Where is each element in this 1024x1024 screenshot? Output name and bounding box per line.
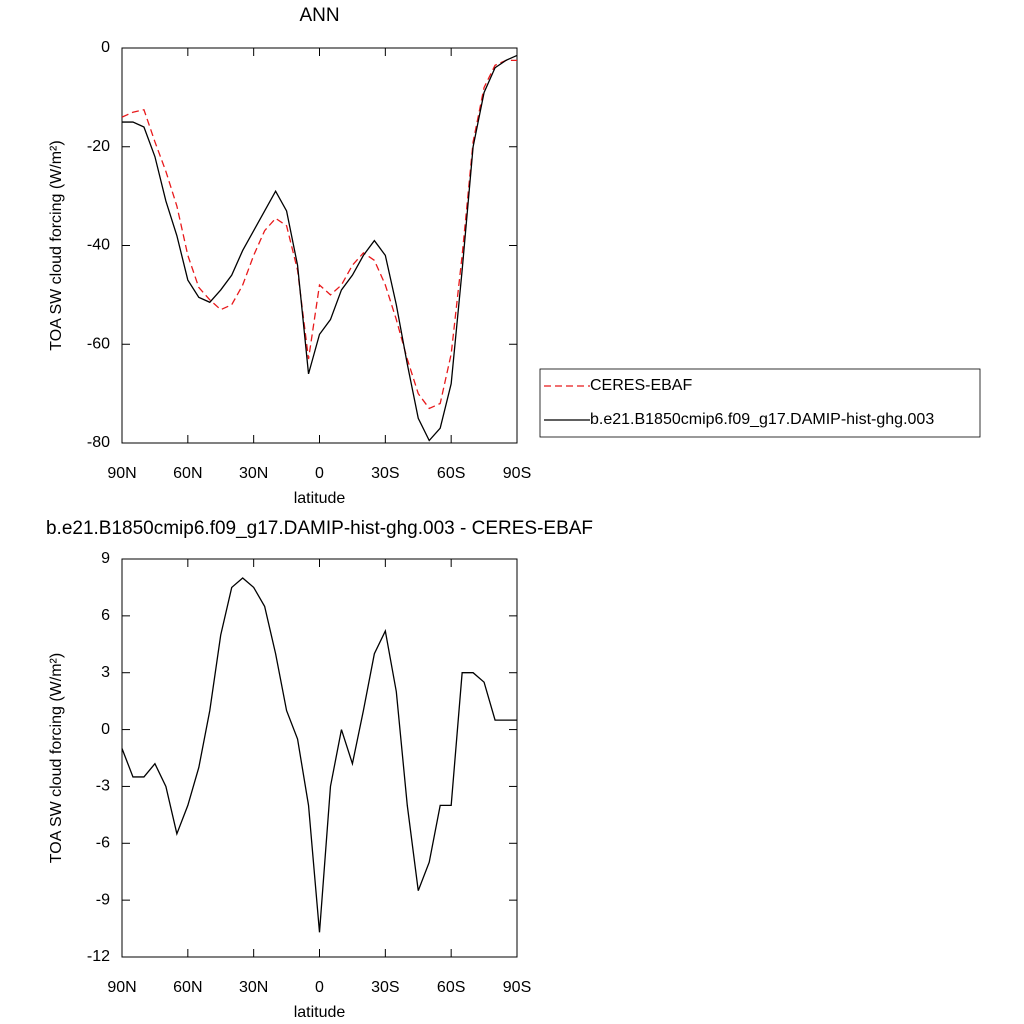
x-tick-label: 30N [239, 465, 268, 482]
plot-frame [121, 558, 518, 958]
x-tick-label: 90N [107, 465, 136, 482]
data-line [122, 54, 518, 442]
x-tick-label: 90N [107, 979, 136, 996]
data-line [121, 577, 517, 933]
x-tick-label: 90S [503, 979, 531, 996]
y-tick-label: -3 [96, 778, 110, 795]
legend-label: CERES-EBAF [590, 377, 692, 394]
legend-box [539, 368, 981, 438]
legend: CERES-EBAF b.e21.B1850cmip6.f09_g17.DAMIP… [539, 368, 981, 438]
legend-label: b.e21.B1850cmip6.f09_g17.DAMIP-hist-ghg.… [590, 411, 934, 428]
chart-title: ANN [299, 5, 339, 26]
y-tick-label: 0 [101, 39, 110, 56]
plot-frame [121, 47, 518, 444]
x-axis-label: latitude [294, 1004, 346, 1021]
y-tick-label: -12 [87, 948, 110, 965]
x-axis-label: latitude [294, 490, 346, 507]
x-tick-label: 0 [315, 465, 324, 482]
y-tick-label: -9 [96, 891, 110, 908]
y-tick-label: 3 [101, 664, 110, 681]
x-tick-label: 0 [315, 979, 324, 996]
y-axis-label: TOA SW cloud forcing (W/m²) [48, 140, 65, 350]
x-tick-label: 60S [437, 979, 465, 996]
x-tick-label: 60N [173, 465, 202, 482]
chart-title: b.e21.B1850cmip6.f09_g17.DAMIP-hist-ghg.… [46, 518, 593, 539]
x-tick-label: 60S [437, 465, 465, 482]
y-tick-label: 6 [101, 607, 110, 624]
x-tick-label: 60N [173, 979, 202, 996]
y-tick-label: -20 [87, 138, 110, 155]
y-tick-label: 0 [101, 721, 110, 738]
y-tick-label: 9 [101, 550, 110, 567]
y-tick-label: -6 [96, 835, 110, 852]
y-tick-label: -40 [87, 237, 110, 254]
x-tick-label: 90S [503, 465, 531, 482]
x-tick-label: 30S [371, 979, 399, 996]
y-axis-label: TOA SW cloud forcing (W/m²) [48, 653, 65, 863]
y-tick-label: -60 [87, 335, 110, 352]
y-tick-label: -80 [87, 434, 110, 451]
data-line [121, 59, 517, 410]
x-tick-label: 30S [371, 465, 399, 482]
x-tick-label: 30N [239, 979, 268, 996]
